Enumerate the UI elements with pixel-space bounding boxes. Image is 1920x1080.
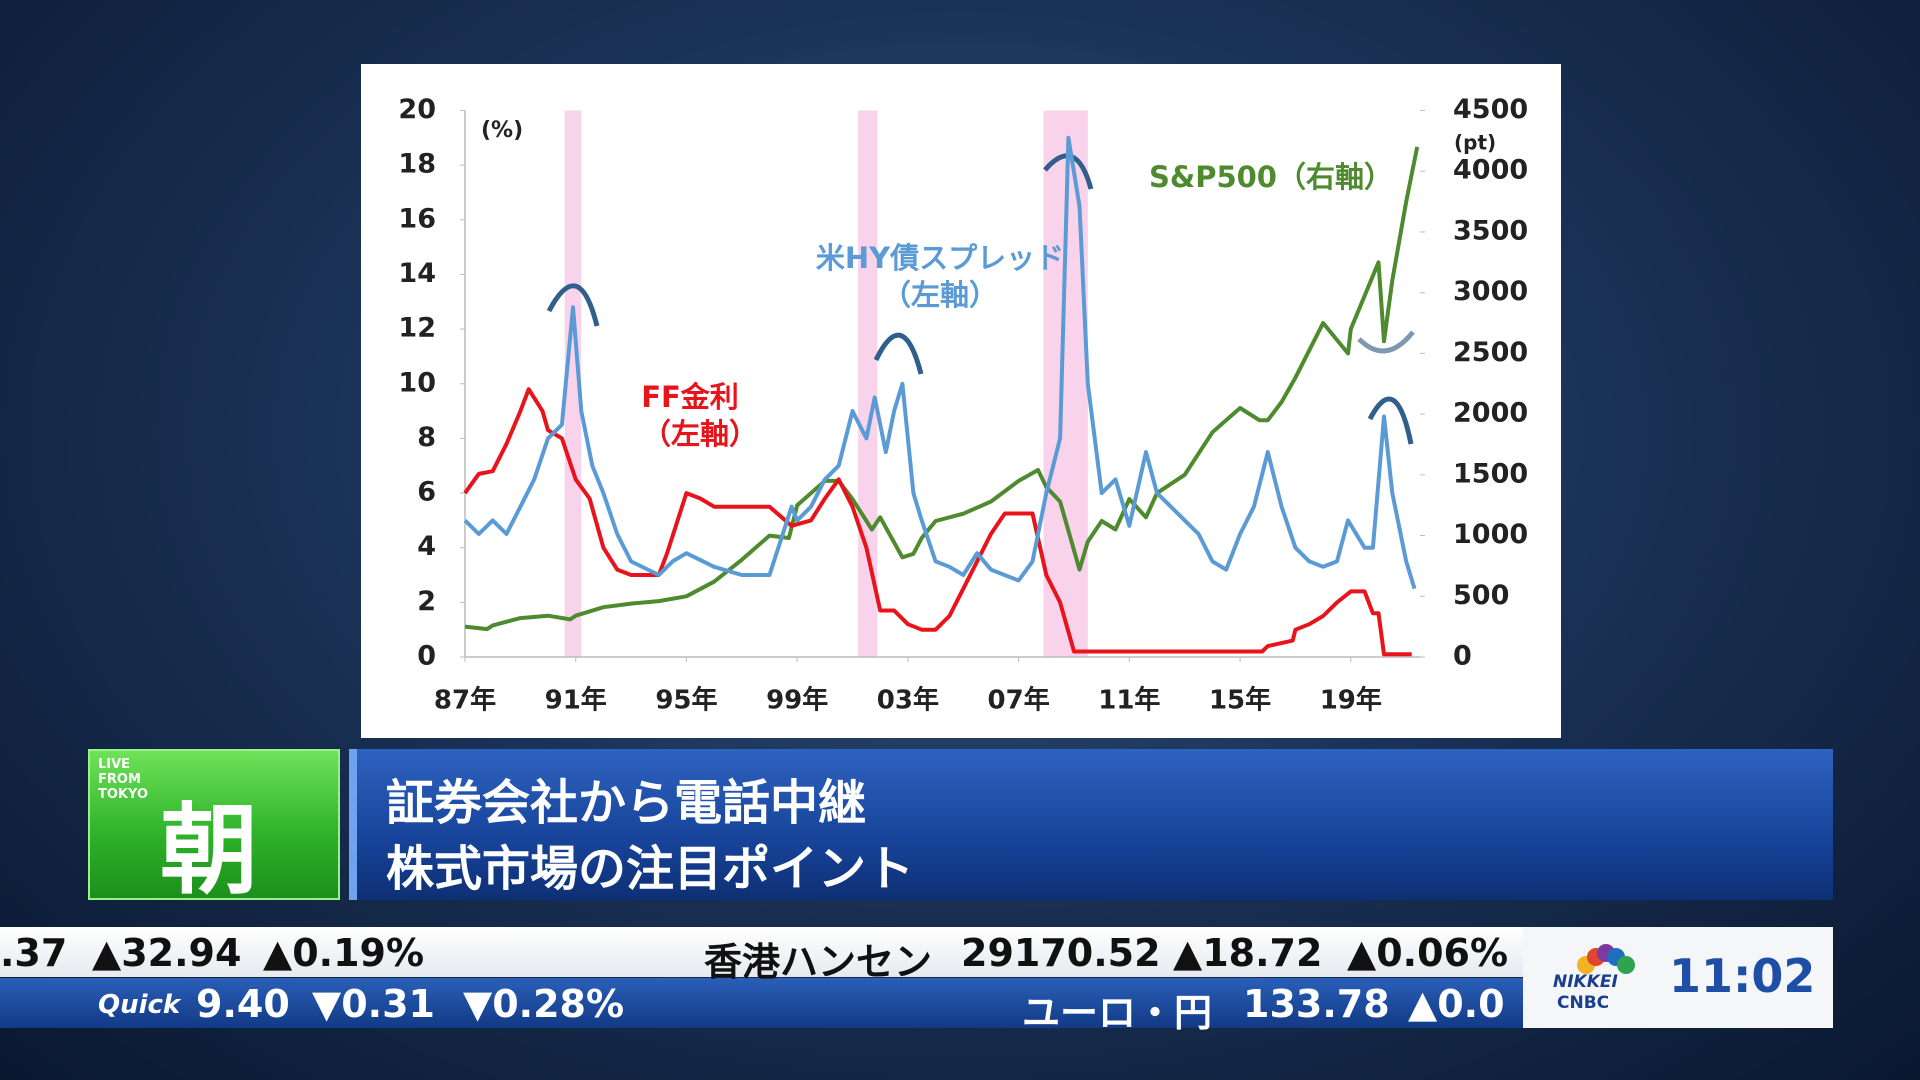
ticker-text: ▲0.06% <box>1347 931 1509 975</box>
y2-unit: (pt) <box>1454 131 1496 155</box>
series-label: （左軸） <box>882 278 998 312</box>
program: 朝 <box>160 794 259 908</box>
ticker-text: 香港ハンセン <box>704 940 933 984</box>
ticker-text: ユーロ・円 <box>1022 991 1213 1035</box>
x-tick-label: 11年 <box>1098 685 1160 716</box>
headline: 株式市場の注目ポイント <box>386 841 915 897</box>
y-tick-label: 0 <box>417 641 436 672</box>
program-box: LIVE FROM TOKYO 朝 <box>88 749 340 908</box>
ticker-text: ▲0.0 <box>1408 982 1505 1026</box>
y-tick-label: 4 <box>417 531 436 562</box>
y-tick-label: 2 <box>417 586 436 617</box>
arrow <box>1367 396 1414 445</box>
ticker-text: ▲18.72 <box>1173 931 1323 975</box>
series-label: （左軸） <box>642 417 758 451</box>
y2-tick-label: 3000 <box>1453 276 1528 307</box>
x-tick-label: 15年 <box>1209 685 1271 716</box>
logo-text: CNBC <box>1557 993 1610 1013</box>
y2-tick-label: 1000 <box>1453 519 1528 550</box>
tag-line: FROM <box>98 772 141 787</box>
ticker-text: 9.40 <box>196 982 290 1026</box>
y-tick-label: 20 <box>398 94 436 125</box>
shaded-period <box>858 110 878 657</box>
ticker-text: .37 <box>0 931 68 975</box>
y-tick-label: 18 <box>398 149 436 180</box>
chart: (%) (pt) 0 2 4 6 8 10 12 14 16 18 20 0 500 1000 1500 20… <box>398 94 1528 716</box>
ticker-text: ▲32.94 <box>92 931 242 975</box>
y-tick-label: 8 <box>417 422 436 453</box>
series-line <box>463 135 1417 590</box>
y2-tick-label: 500 <box>1453 580 1509 611</box>
series-line <box>463 387 1412 657</box>
y2-tick-label: 4500 <box>1453 94 1528 125</box>
y2-tick-label: 1500 <box>1453 458 1528 489</box>
ticker-text: ▼0.28% <box>463 982 625 1026</box>
ticker-text: ▼0.31 <box>312 982 435 1026</box>
x-tick-label: 91年 <box>545 685 607 716</box>
y2-tick-label: 2500 <box>1453 337 1528 368</box>
headline: 証券会社から電話中継 <box>386 775 867 831</box>
y2-tick-label: 3500 <box>1453 215 1528 246</box>
x-tick-label: 99年 <box>766 685 828 716</box>
chart-panel: (%) (pt) 0 2 4 6 8 10 12 14 16 18 20 0 500 1000 1500 20… <box>361 64 1561 738</box>
ticker-row <box>0 978 1523 1028</box>
y-tick-label: 10 <box>398 367 436 398</box>
arrow <box>873 332 924 375</box>
logo-box: NIKKEI CNBC 11:02 <box>1523 927 1833 1028</box>
y-tick-label: 16 <box>398 203 436 234</box>
ticker-text: 133.78 <box>1243 982 1390 1026</box>
y-tick-label: 14 <box>398 258 436 289</box>
logo-text: NIKKEI <box>1553 972 1618 992</box>
x-tick-label: 03年 <box>877 685 939 716</box>
tag-line: TOKYO <box>98 787 148 802</box>
series-label: S&P500（右軸） <box>1149 160 1393 194</box>
x-tick-label: 19年 <box>1320 685 1382 716</box>
logo-icon <box>1577 944 1635 974</box>
ticker-row <box>0 927 1523 977</box>
arrow <box>546 283 600 327</box>
y-tick-label: 6 <box>417 477 436 508</box>
ticker-text: Quick <box>98 990 181 1020</box>
arrow <box>1357 330 1415 354</box>
shaded-period <box>564 110 582 657</box>
y2-tick-label: 0 <box>1453 641 1472 672</box>
series-label: 米HY債スプレッド <box>816 241 1064 275</box>
clock: 11:02 <box>1669 949 1816 1003</box>
ticker-text: ▲0.19% <box>263 931 425 975</box>
x-tick-label: 07年 <box>988 685 1050 716</box>
y-tick-label: 12 <box>398 313 436 344</box>
x-tick-label: 95年 <box>655 685 717 716</box>
x-tick-label: 87年 <box>434 685 496 716</box>
headline-box: 証券会社から電話中継 株式市場の注目ポイント <box>349 749 1833 900</box>
series-line <box>464 146 1420 632</box>
ticker-text: 29170.52 <box>961 931 1161 975</box>
corner-tag: LIVE FROM TOKYO <box>98 757 148 802</box>
y2-tick-label: 4000 <box>1453 155 1528 186</box>
y2-tick-label: 2000 <box>1453 398 1528 429</box>
tag-line: LIVE <box>98 757 131 772</box>
series-label: FF金利 <box>641 380 739 414</box>
y-unit: (%) <box>481 118 523 143</box>
